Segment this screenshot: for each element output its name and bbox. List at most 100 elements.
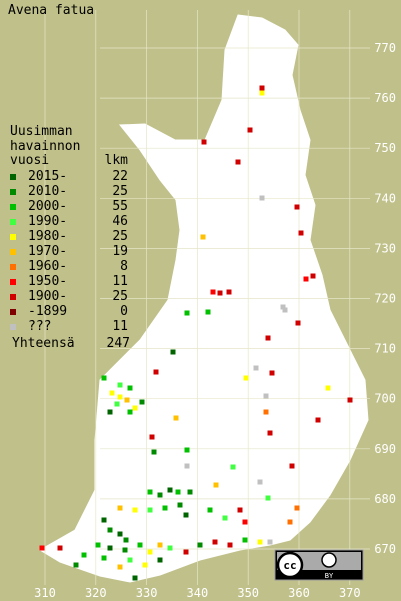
y-label: 720 [374,292,396,306]
x-label: 310 [34,586,56,600]
legend-label: ??? [28,319,51,334]
observation-square [294,505,300,511]
observation-square [127,385,133,391]
observation-square [157,492,163,498]
observation-square [242,537,248,543]
observation-square [267,430,273,436]
observation-square [170,349,176,355]
observation-square [201,139,207,145]
observation-square [282,307,288,313]
observation-square [147,489,153,495]
observation-square [117,531,123,537]
legend-swatch [10,279,16,285]
observation-square [39,545,45,551]
observation-square [247,127,253,133]
by-icon [321,552,337,568]
legend-label: 1980- [28,229,67,244]
legend-label: 2010- [28,184,67,199]
observation-square [177,502,183,508]
observation-square [347,397,353,403]
observation-square [325,385,331,391]
observation-square [157,542,163,548]
observation-square [147,507,153,513]
observation-square [183,512,189,518]
observation-square [147,549,153,555]
observation-square [101,517,107,523]
grid: 310 320 330 340 350 360 370 670 680 690 700 710 720 7… [34,10,396,600]
legend-count: 55 [112,199,128,214]
y-label: 730 [374,241,396,255]
legend-swatch [10,189,16,195]
legend-label: 1970- [28,244,67,259]
observation-square [137,542,143,548]
legend-swatch [10,294,16,300]
observation-square [107,545,113,551]
observation-square [267,539,273,545]
legend-count: 11 [112,319,128,334]
legend-label: 1990- [28,214,67,229]
observation-square [259,85,265,91]
observation-square [226,289,232,295]
observation-square [237,507,243,513]
observation-square [212,539,218,545]
legend-count-heading: lkm [105,153,129,168]
legend-label: 1950- [28,274,67,289]
observation-square [213,482,219,488]
observation-square [298,230,304,236]
cc-text: cc [283,559,296,572]
observation-square [235,159,241,165]
observation-square [197,542,203,548]
y-label: 690 [374,442,396,456]
observation-square [109,390,115,396]
x-label: 350 [237,586,259,600]
observation-square [303,276,309,282]
y-label: 760 [374,91,396,105]
legend-swatch [10,219,16,225]
y-label: 770 [374,41,396,55]
legend-swatch [10,234,16,240]
observation-square [227,542,233,548]
legend-count: 8 [120,259,128,274]
legend-label: 1960- [28,259,67,274]
cc-icon [276,551,304,579]
observation-square [253,365,259,371]
observation-square [57,545,63,551]
observation-square [207,507,213,513]
observation-square [257,539,263,545]
observation-square [117,564,123,570]
observation-square [153,369,159,375]
observation-square [289,463,295,469]
observation-square [101,375,107,381]
observation-square [257,479,263,485]
observation-square [157,557,163,563]
legend-label: 2015- [28,169,67,184]
observation-square [315,417,321,423]
observation-square [269,370,275,376]
observation-square [217,290,223,296]
observation-square [167,545,173,551]
observation-square [127,409,133,415]
legend-count: 25 [112,184,128,199]
observation-square [265,495,271,501]
x-label: 370 [339,586,361,600]
observation-square [117,394,123,400]
observation-square [200,234,206,240]
observation-square [132,507,138,513]
observation-square [175,489,181,495]
legend-swatch [10,174,16,180]
observations [39,85,353,581]
observation-square [107,527,113,533]
legend-count: 25 [112,289,128,304]
observation-square [259,195,265,201]
observation-square [263,393,269,399]
y-label: 740 [374,191,396,205]
observation-square [259,90,265,96]
observation-square [294,204,300,210]
observation-square [187,489,193,495]
observation-square [222,515,228,521]
legend-heading: vuosi [10,153,49,168]
legend-swatch [10,249,16,255]
observation-square [162,505,168,511]
title: Avena fatua [8,3,94,18]
